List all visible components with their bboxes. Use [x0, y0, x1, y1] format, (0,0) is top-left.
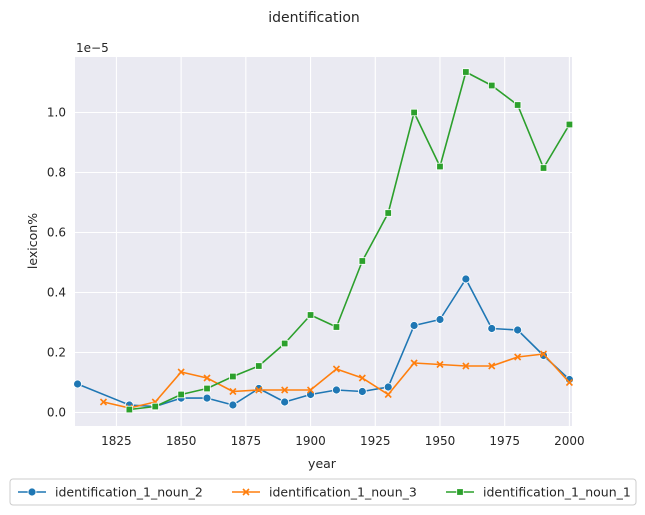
data-point	[410, 359, 418, 367]
data-point	[125, 405, 134, 414]
x-tick-label: 1950	[425, 434, 456, 448]
data-point	[254, 384, 264, 393]
data-point	[383, 382, 393, 392]
data-point	[539, 351, 548, 360]
data-point	[565, 120, 574, 129]
x-tick-label: 2000	[554, 434, 585, 448]
y-tick-label: 0.6	[47, 226, 66, 240]
data-point	[229, 372, 237, 381]
data-point	[151, 402, 159, 411]
legend-entry: identification_1_noun_2	[18, 485, 203, 500]
data-point	[177, 368, 185, 376]
data-point	[461, 274, 471, 284]
data-point	[436, 162, 444, 171]
data-point	[384, 209, 392, 217]
data-point	[409, 321, 419, 330]
legend: identification_1_noun_2 identification_1_…	[9, 478, 637, 506]
legend-entry: identification_1_noun_3	[232, 485, 417, 500]
chart-title: identification	[268, 10, 360, 26]
x-tick-label: 1900	[295, 434, 326, 448]
data-point	[565, 378, 573, 387]
legend-marker	[27, 487, 37, 497]
data-point	[332, 323, 341, 331]
series-identification_1_noun_3	[99, 350, 573, 412]
data-point	[255, 386, 263, 394]
data-point	[357, 387, 367, 396]
legend-marker	[456, 488, 464, 496]
data-point	[332, 385, 341, 395]
data-point	[358, 374, 366, 382]
y-tick-labels: 0.0 0.2 0.4 0.6 0.8 1.0	[47, 106, 66, 420]
legend-label: identification_1_noun_3	[269, 485, 417, 500]
y-axis-offset-label: 1e−5	[76, 41, 109, 55]
y-tick-label: 1.0	[47, 106, 66, 120]
data-point	[306, 311, 315, 319]
legend-label: identification_1_noun_2	[55, 485, 203, 500]
x-tick-label: 1975	[489, 434, 520, 448]
legend-marker	[242, 488, 250, 496]
data-point	[513, 325, 523, 335]
data-point	[488, 81, 496, 90]
data-point	[99, 398, 108, 406]
legend-entry: identification_1_noun_1	[446, 485, 631, 500]
x-gridlines	[115, 57, 570, 426]
data-point	[177, 390, 185, 399]
x-tick-labels: 1825 1850 1875 1900 1925 1950 1975 2000	[101, 434, 585, 448]
data-point	[73, 379, 82, 389]
y-gridlines	[75, 111, 572, 414]
legend-frame	[9, 478, 637, 506]
y-tick-label: 0.0	[47, 406, 66, 420]
data-point	[255, 362, 263, 370]
data-point	[539, 350, 548, 358]
data-point	[203, 384, 211, 393]
data-point	[228, 400, 238, 410]
series-layer	[73, 68, 574, 414]
data-point	[513, 101, 522, 109]
y-tick-label: 0.4	[47, 286, 66, 300]
data-point	[514, 353, 522, 361]
data-point	[281, 386, 289, 394]
data-point	[410, 108, 418, 117]
data-point	[306, 386, 315, 394]
x-tick-label: 1875	[231, 434, 262, 448]
data-point	[384, 390, 392, 399]
data-point	[203, 374, 211, 382]
data-point	[280, 339, 289, 348]
legend-label: identification_1_noun_1	[483, 485, 631, 500]
data-point	[487, 324, 497, 333]
data-point	[462, 68, 470, 76]
data-point	[280, 397, 290, 407]
data-point	[229, 387, 237, 396]
data-point	[436, 360, 444, 369]
data-point	[358, 257, 367, 265]
y-axis-label: lexicon%	[25, 213, 40, 269]
data-point	[539, 164, 548, 172]
x-tick-label: 1925	[360, 434, 391, 448]
data-point	[435, 315, 445, 324]
series-identification_1_noun_1	[125, 68, 574, 414]
series-line	[129, 71, 571, 411]
y-tick-label: 0.8	[47, 166, 66, 180]
data-point	[202, 393, 212, 403]
x-tick-label: 1825	[101, 434, 132, 448]
x-tick-label: 1850	[166, 434, 197, 448]
data-point	[488, 362, 496, 370]
data-point	[462, 362, 470, 370]
x-axis-label: year	[308, 456, 337, 471]
data-point	[332, 365, 341, 373]
y-tick-label: 0.2	[47, 346, 66, 360]
